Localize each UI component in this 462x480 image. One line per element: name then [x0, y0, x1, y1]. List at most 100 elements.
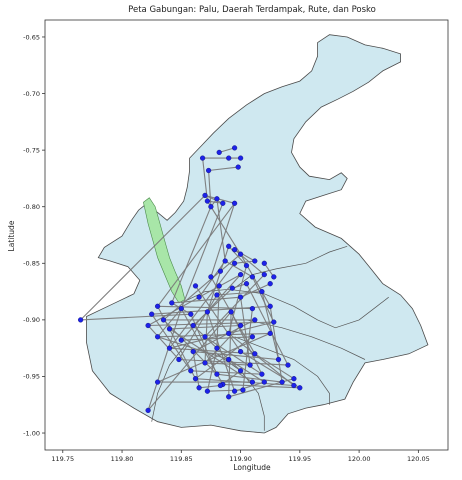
posko-point [232, 145, 238, 151]
posko-point [259, 371, 265, 377]
posko-point [192, 376, 199, 382]
posko-point [238, 322, 244, 329]
y-tick-label: -0.85 [23, 260, 40, 268]
plot-frame [44, 19, 449, 451]
route-line [261, 291, 280, 360]
route-line [151, 313, 192, 372]
posko-point [249, 334, 256, 340]
posko-point [259, 289, 265, 295]
posko-point [145, 407, 151, 414]
route-line [204, 336, 263, 375]
y-tick-label: -0.80 [23, 203, 40, 211]
route-line [204, 274, 265, 338]
posko-point [243, 263, 250, 269]
route-line [234, 249, 256, 262]
route-line [230, 311, 263, 375]
posko-point [166, 345, 173, 351]
posko-point [160, 317, 167, 323]
route-line [224, 260, 253, 278]
posko-point [220, 200, 226, 206]
posko-point [77, 317, 84, 323]
posko-point [217, 268, 224, 274]
route-line [147, 308, 182, 411]
route-line [240, 351, 301, 389]
y-tick-label: -1.00 [23, 429, 40, 437]
route-line [192, 351, 200, 388]
route-line [180, 203, 224, 309]
posko-point [297, 385, 303, 391]
posko-point [188, 311, 194, 317]
posko-point [169, 300, 175, 306]
route-line [157, 202, 236, 307]
route-line [180, 274, 242, 341]
posko-point [291, 376, 297, 382]
posko-point [145, 322, 151, 329]
posko-point [238, 155, 244, 161]
posko-point [261, 379, 267, 385]
route-line [169, 324, 241, 330]
route-line [251, 276, 275, 323]
posko-point [216, 149, 222, 156]
y-axis-ticks: -0.65 -0.70 -0.75 -0.80 -0.85 -0.90 -0.95 -1.00 [23, 33, 45, 437]
posko-point [155, 334, 161, 340]
route-line [195, 336, 253, 380]
posko-point [188, 368, 194, 374]
route-line [169, 321, 274, 349]
route-line [147, 296, 200, 326]
route-line [169, 262, 236, 349]
posko-point [252, 258, 258, 264]
y-tick-label: -0.90 [23, 316, 40, 324]
posko-point [149, 311, 155, 317]
posko-point [214, 196, 220, 202]
posko-point [267, 303, 273, 309]
route-line [240, 297, 251, 366]
posko-point [202, 360, 208, 366]
y-tick-label: -0.70 [23, 90, 40, 98]
y-tick-label: -0.75 [23, 146, 40, 154]
posko-point [238, 272, 244, 278]
posko-point [267, 281, 273, 287]
y-tick-label: -0.95 [23, 373, 40, 381]
posko-point [208, 204, 214, 210]
posko-point [202, 334, 208, 340]
y-tick-label: -0.65 [23, 33, 40, 41]
routes-layer [80, 147, 301, 411]
route-line [157, 336, 229, 361]
route-line [222, 383, 300, 389]
x-tick-label: 119.90 [229, 455, 252, 463]
route-line [199, 384, 221, 389]
x-tick-label: 120.00 [348, 455, 371, 463]
x-axis-ticks: 119.75 119.80 119.85 119.90 119.95 120.00 120.… [51, 450, 430, 463]
route-line [80, 313, 191, 321]
posko-point [226, 394, 232, 400]
posko-point [249, 379, 256, 385]
posko-point [232, 260, 238, 266]
posko-point [190, 349, 196, 355]
route-line [171, 206, 212, 304]
posko-point [261, 260, 267, 266]
posko-point [243, 281, 250, 287]
x-tick-label: 119.80 [111, 455, 134, 463]
posko-point [216, 283, 222, 289]
posko-point [291, 382, 297, 389]
route-line [206, 246, 230, 313]
route-line [216, 198, 226, 262]
posko-point [226, 356, 232, 363]
route-line [204, 194, 224, 204]
x-axis-label: Longitude [233, 463, 271, 472]
posko-point [204, 388, 211, 394]
posko-point [249, 274, 256, 280]
route-line [208, 170, 212, 207]
posko-point [249, 306, 256, 312]
posko-point [232, 200, 238, 206]
posko-point [261, 272, 267, 278]
posko-point [235, 164, 241, 170]
posko-point [204, 309, 211, 315]
posko-point [285, 362, 291, 368]
x-tick-label: 119.85 [170, 455, 193, 463]
route-line [246, 283, 289, 366]
x-tick-label: 120.05 [407, 455, 430, 463]
posko-point [190, 322, 196, 329]
posko-point [247, 362, 253, 368]
route-line [254, 353, 295, 380]
